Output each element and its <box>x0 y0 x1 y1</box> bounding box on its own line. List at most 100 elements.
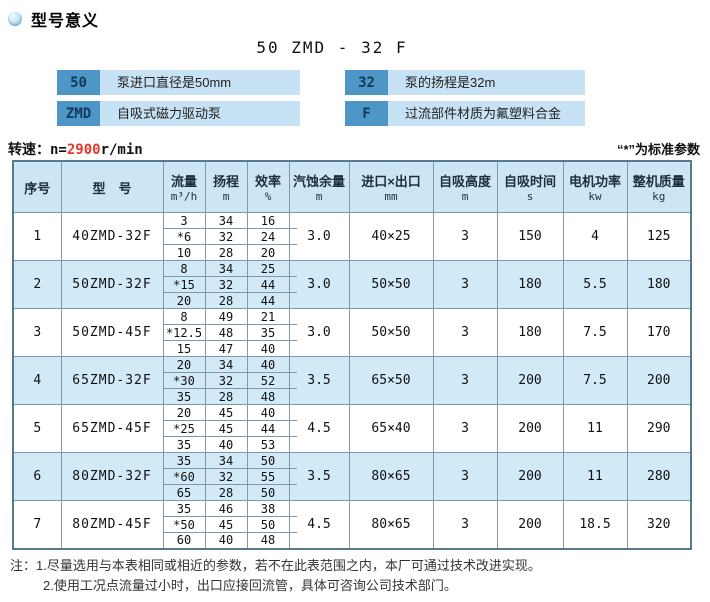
eff-cell: 35 <box>246 324 290 341</box>
flow-cell: 35 <box>162 436 206 453</box>
header-efficiency: 效率% <box>246 160 290 213</box>
flow-cell: 65 <box>162 484 206 501</box>
speed-row: 转速：n=2900r/min “*”为标准参数 <box>8 139 700 159</box>
eff-cell: 24 <box>246 228 290 245</box>
speed-text: 转速：n=2900r/min <box>8 139 143 159</box>
eff-cell: 20 <box>246 244 290 261</box>
speed-prefix: n= <box>50 142 67 158</box>
flow-cell: *15 <box>162 276 206 293</box>
header-flow: 流量 m³/h <box>162 160 206 213</box>
suction-time-cell: 200 <box>496 356 564 405</box>
weight-cell: 125 <box>626 212 692 261</box>
head-cell: 32 <box>204 228 248 245</box>
eff-cell: 52 <box>246 372 290 389</box>
weight-cell: 320 <box>626 500 692 549</box>
legend-desc: 过流部件材质为氟塑料合金 <box>388 101 585 126</box>
flow-cell: 20 <box>162 404 206 421</box>
head-cell: 45 <box>204 516 248 533</box>
speed-label: 转速： <box>8 141 50 157</box>
legend-desc: 泵的扬程是32m <box>388 70 585 95</box>
head-cell: 45 <box>204 404 248 421</box>
flow-cell: *30 <box>162 372 206 389</box>
head-cell: 34 <box>204 260 248 277</box>
model-cell: 80ZMD-32F <box>60 452 164 501</box>
suction-height-cell: 3 <box>432 452 498 501</box>
legend-code-box: F <box>345 101 388 126</box>
head-cell: 32 <box>204 468 248 485</box>
head-cell: 40 <box>204 436 248 453</box>
speed-unit: r/min <box>100 142 143 158</box>
inlet-outlet-cell: 80×65 <box>348 452 434 501</box>
header-npsh: 汽蚀余量 m <box>288 160 350 213</box>
inlet-outlet-cell: 50×50 <box>348 308 434 357</box>
head-cell: 34 <box>204 212 248 229</box>
weight-cell: 280 <box>626 452 692 501</box>
weight-cell: 170 <box>626 308 692 357</box>
table-sub-row: 60 40 48 <box>13 532 691 549</box>
weight-cell: 180 <box>626 260 692 309</box>
model-cell: 50ZMD-45F <box>60 308 164 357</box>
eff-cell: 50 <box>246 484 290 501</box>
table-row-band: 5 65ZMD-45F 20 45 40 4.5 65×40 3 200 11 290 *25 45 44… <box>12 404 692 453</box>
eff-cell: 40 <box>246 340 290 357</box>
model-cell: 40ZMD-32F <box>60 212 164 261</box>
table-sub-row: 2 50ZMD-32F 8 34 25 3.0 50×50 3 180 5.5 180 <box>12 260 692 309</box>
header-inlet-outlet: 进口×出口 mm <box>348 160 434 213</box>
seq-cell: 1 <box>12 212 62 261</box>
header-weight: 整机质量 kg <box>626 160 692 213</box>
table-sub-row: 4 65ZMD-32F 20 34 40 3.5 65×50 3 200 7.5 200 <box>12 356 692 405</box>
seq-cell: 4 <box>12 356 62 405</box>
npsh-cell: 4.5 <box>288 404 350 453</box>
table-row-band: 7 80ZMD-45F 35 46 38 4.5 80×65 3 200 18.5 320 *50 45… <box>12 500 692 549</box>
header-model: 型 号 <box>60 160 164 213</box>
head-cell: 34 <box>204 452 248 469</box>
motor-power-cell: 7.5 <box>562 308 628 357</box>
flow-cell: *60 <box>162 468 206 485</box>
legend-code-box: 50 <box>57 70 100 95</box>
eff-cell: 53 <box>246 436 290 453</box>
motor-power-cell: 5.5 <box>562 260 628 309</box>
weight-cell: 290 <box>626 404 692 453</box>
model-cell: 65ZMD-45F <box>60 404 164 453</box>
eff-cell: 55 <box>246 468 290 485</box>
model-cell: 65ZMD-32F <box>60 356 164 405</box>
legend-code-box: ZMD <box>57 101 100 126</box>
head-cell: 40 <box>204 532 248 549</box>
table-sub-row: 35 28 48 <box>13 388 691 405</box>
speed-value: 2900 <box>66 142 101 158</box>
motor-power-cell: 11 <box>562 452 628 501</box>
flow-cell: 60 <box>162 532 206 549</box>
section-title: 型号意义 <box>31 13 100 30</box>
flow-cell: 20 <box>162 292 206 309</box>
head-cell: 28 <box>204 244 248 261</box>
head-cell: 47 <box>204 340 248 357</box>
legend-item: ZMD 自吸式磁力驱动泵 <box>57 101 300 126</box>
flow-cell: *50 <box>162 516 206 533</box>
inlet-outlet-cell: 50×50 <box>348 260 434 309</box>
npsh-cell: 3.5 <box>288 452 350 501</box>
table-sub-row: *12.5 48 35 <box>13 324 691 341</box>
npsh-cell: 3.5 <box>288 356 350 405</box>
eff-cell: 44 <box>246 420 290 437</box>
eff-cell: 48 <box>246 388 290 405</box>
inlet-outlet-cell: 80×65 <box>348 500 434 549</box>
note-line: 1.尽量选用与本表相同或相近的参数，若不在此表范围之内，本厂可通过技术改进实现。 <box>36 558 541 573</box>
eff-cell: 44 <box>246 292 290 309</box>
eff-cell: 16 <box>246 212 290 229</box>
suction-time-cell: 200 <box>496 452 564 501</box>
head-cell: 45 <box>204 420 248 437</box>
spec-table: 序号 型 号 流量 m³/h 扬程 m 效率% 汽蚀余量 m 进口×出口 mm 自吸高度… <box>12 160 692 550</box>
motor-power-cell: 11 <box>562 404 628 453</box>
flow-cell: *25 <box>162 420 206 437</box>
header-motor-power: 电机功率 kw <box>562 160 628 213</box>
table-sub-row: 10 28 20 <box>13 244 691 261</box>
eff-cell: 40 <box>246 356 290 373</box>
legend-desc: 泵进口直径是50mm <box>100 70 300 95</box>
flow-cell: *12.5 <box>162 324 206 341</box>
suction-time-cell: 200 <box>496 404 564 453</box>
standard-parameter-note: “*”为标准参数 <box>616 142 700 157</box>
flow-cell: 8 <box>162 308 206 325</box>
table-sub-row: 5 65ZMD-45F 20 45 40 4.5 65×40 3 200 11 290 <box>12 404 692 453</box>
seq-cell: 6 <box>12 452 62 501</box>
flow-cell: 8 <box>162 260 206 277</box>
